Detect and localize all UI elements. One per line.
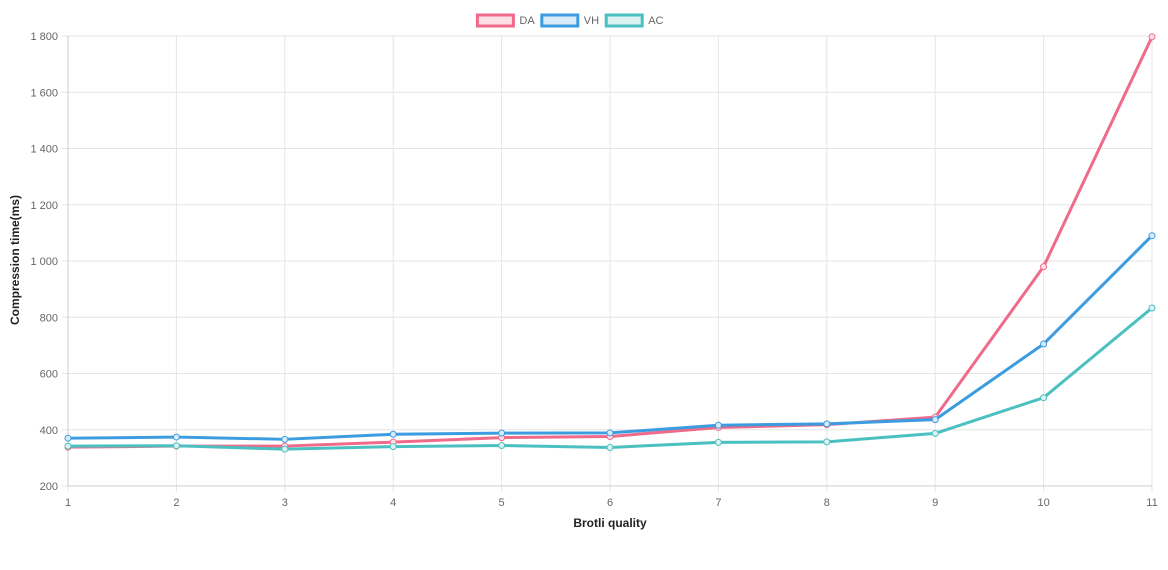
y-tick-label: 1 400 <box>30 144 58 156</box>
data-point[interactable] <box>172 442 180 450</box>
x-tick-label: 9 <box>932 497 938 509</box>
legend-swatch <box>540 13 580 28</box>
y-tick-label: 200 <box>40 481 58 493</box>
x-tick-label: 5 <box>499 497 505 509</box>
data-point[interactable] <box>498 442 506 449</box>
x-tick-label: 1 <box>65 497 71 509</box>
legend-label: AC <box>648 15 663 27</box>
data-point[interactable] <box>823 420 831 428</box>
series-vh <box>64 232 1156 443</box>
x-tick-label: 2 <box>173 497 179 509</box>
data-point[interactable] <box>714 438 722 446</box>
y-tick-label: 400 <box>40 425 58 437</box>
data-point[interactable] <box>64 434 72 442</box>
data-point[interactable] <box>1148 304 1156 312</box>
legend-item-da[interactable]: DA <box>475 13 535 28</box>
y-tick-label: 1 200 <box>30 200 58 212</box>
y-tick-label: 600 <box>40 369 58 381</box>
y-tick-label: 800 <box>40 312 58 324</box>
data-point[interactable] <box>931 416 939 424</box>
x-tick-label: 6 <box>607 497 613 509</box>
x-tick-label: 11 <box>1146 497 1157 509</box>
legend-label: DA <box>519 15 535 27</box>
grid <box>62 35 1153 492</box>
axes: 200 400 600 800 1 000 1 200 1 400 1 600 1 800 1 2 3… <box>30 31 1157 509</box>
data-point[interactable] <box>389 443 397 451</box>
data-point[interactable] <box>389 430 397 438</box>
data-point[interactable] <box>823 438 831 446</box>
data-point[interactable] <box>172 433 180 441</box>
x-tick-label: 3 <box>282 497 288 509</box>
legend-item-vh[interactable]: VH <box>540 13 599 28</box>
data-point[interactable] <box>1148 232 1156 240</box>
x-tick-label: 4 <box>390 497 396 509</box>
data-point[interactable] <box>1040 340 1048 348</box>
x-tick-label: 8 <box>824 497 830 509</box>
legend: DA VH AC <box>475 13 664 28</box>
data-point[interactable] <box>714 421 722 429</box>
legend-swatch <box>604 13 644 28</box>
data-point[interactable] <box>931 429 939 437</box>
data-point[interactable] <box>606 429 614 437</box>
data-point[interactable] <box>498 429 506 437</box>
data-point[interactable] <box>64 442 72 450</box>
data-point[interactable] <box>1040 394 1048 402</box>
data-point[interactable] <box>1040 263 1048 271</box>
y-tick-label: 1 600 <box>30 87 58 99</box>
legend-item-ac[interactable]: AC <box>604 13 664 28</box>
data-point[interactable] <box>606 443 614 451</box>
legend-label: VH <box>584 15 599 27</box>
x-axis-title: Brotli quality <box>573 516 647 530</box>
series <box>64 33 1156 453</box>
series-ac <box>64 304 1156 453</box>
y-tick-label: 1 000 <box>30 256 58 268</box>
y-axis-title: Compression time(ms) <box>8 195 22 325</box>
data-point[interactable] <box>281 435 289 443</box>
legend-swatch <box>475 13 515 28</box>
x-tick-label: 7 <box>715 497 721 509</box>
x-tick-label: 10 <box>1037 497 1049 509</box>
data-point[interactable] <box>281 445 289 453</box>
data-point[interactable] <box>1148 33 1156 41</box>
y-tick-label: 1 800 <box>30 31 58 43</box>
